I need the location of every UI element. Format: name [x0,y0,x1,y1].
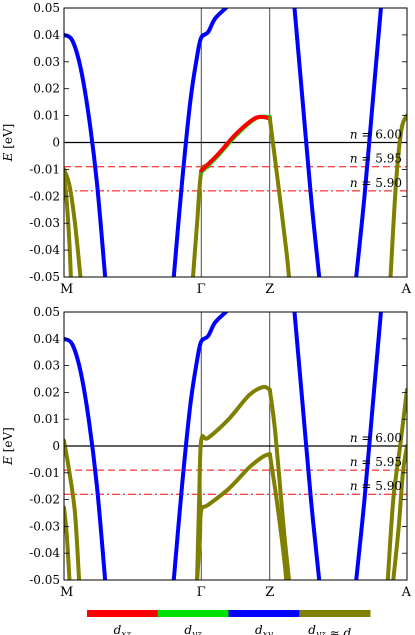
filling-annotation: n = 6.00 [350,128,402,142]
band-panel-1: 0.05 0.04 0.03 0.02 0.01 0 -0.01 -0.02 -0.03 -0.0… [1,1,412,297]
colorbar-segment [299,610,371,617]
colorbar-segment [87,610,159,617]
panels: 0.05 0.04 0.03 0.02 0.01 0 -0.01 -0.02 -0.03 -0.0… [1,1,412,600]
band-line [292,312,322,580]
band-panel-2: 0.05 0.04 0.03 0.02 0.01 0 -0.01 -0.02 -0.03 -0.0… [1,305,412,600]
orbital-colorbar: dxz dyz dxy dyz ≈ dxz [87,610,371,635]
y-tick-label: 0 [52,439,60,453]
y-tick-label: -0.05 [29,270,60,284]
band-line [64,505,72,580]
band-line [354,312,383,580]
band-line [64,175,73,277]
y-tick-label: -0.01 [29,162,60,176]
band-line [354,8,383,277]
band-line [267,387,292,580]
band-line [385,387,407,580]
band-line [190,164,211,277]
band-line [64,167,83,277]
colorbar-label: dxy [255,623,274,635]
band-line [388,113,407,277]
y-tick-label: 0.02 [33,82,60,96]
k-point-label: Z [265,585,274,600]
y-tick-label: 0.03 [33,359,60,373]
colorbar-segment [228,610,300,617]
y-tick-label: 0.04 [33,332,60,346]
band-line [64,336,108,580]
y-tick-label: -0.05 [29,573,60,587]
colorbar-label: dyz [184,623,202,635]
k-point-label: Γ [197,585,206,600]
band-line [199,114,272,175]
filling-annotation: n = 5.95 [350,152,402,166]
band-line [195,452,272,580]
y-axis-label: E [eV] [1,124,15,163]
y-tick-label: -0.01 [29,466,60,480]
bands [64,312,407,580]
k-point-label: Γ [197,282,206,297]
y-tick-label: 0.05 [33,1,60,15]
filling-annotation: n = 6.00 [350,431,402,445]
y-tick-label: 0.02 [33,385,60,399]
y-tick-label: -0.02 [29,189,60,203]
y-tick-label: 0.01 [33,412,60,426]
y-tick-label: -0.03 [29,216,60,230]
k-point-label: M [60,585,73,600]
band-line [64,438,82,580]
y-tick-label: 0.01 [33,109,60,123]
colorbar-segment [157,610,229,617]
y-tick-label: -0.04 [29,546,60,560]
band-line [199,114,272,173]
filling-annotation: n = 5.90 [350,176,402,190]
band-line [195,384,272,580]
y-tick-label: 0.05 [33,305,60,319]
y-tick-label: -0.03 [29,519,60,533]
band-line [171,8,228,277]
k-point-label: A [401,585,412,600]
band-line [292,8,322,277]
k-point-label: M [60,282,73,297]
y-tick-label: 0 [52,136,60,150]
band-line [267,116,292,277]
colorbar-label: dyz ≈ dxz [308,623,361,635]
k-point-label: A [401,282,412,297]
band-line [391,444,407,580]
y-axis-label: E [eV] [1,427,15,466]
band-line [267,452,289,580]
bands [64,8,407,277]
band-line [64,32,108,277]
y-tick-label: 0.04 [33,28,60,42]
k-point-label: Z [265,282,274,297]
filling-annotation: n = 5.95 [350,455,402,469]
y-tick-label: 0.03 [33,55,60,69]
colorbar-label: dxz [114,623,132,635]
y-tick-label: -0.04 [29,243,60,257]
filling-annotation: n = 5.90 [350,479,402,493]
band-line [171,312,228,580]
y-tick-label: -0.02 [29,493,60,507]
